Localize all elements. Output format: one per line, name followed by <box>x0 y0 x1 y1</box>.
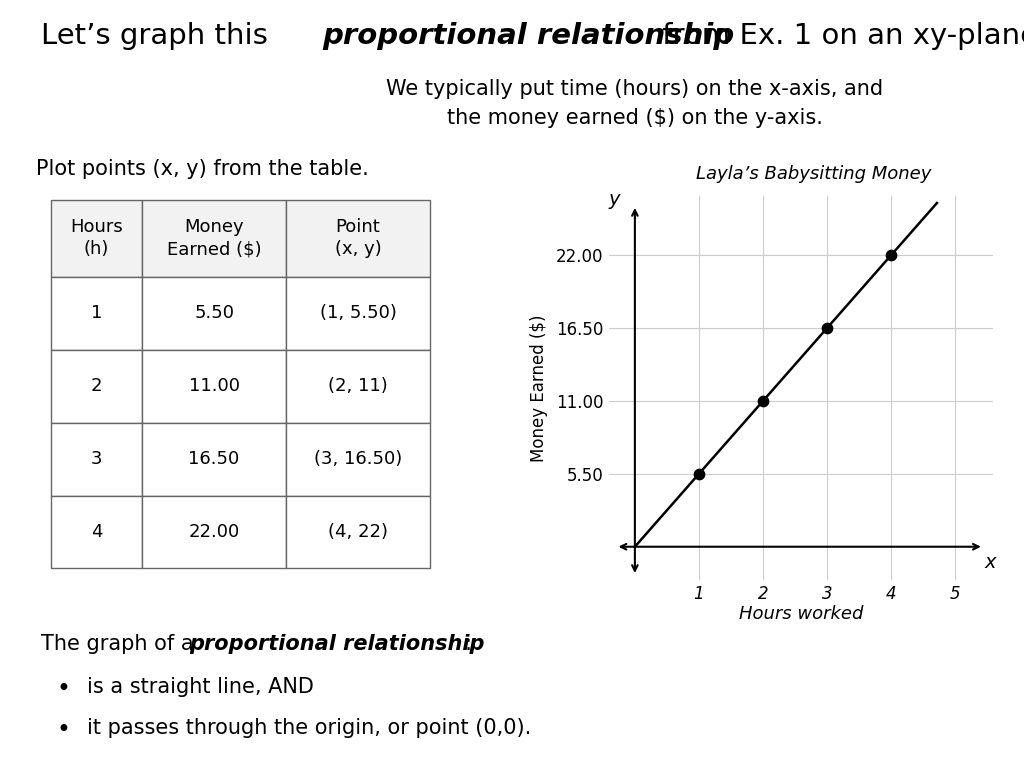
Bar <box>51 277 142 350</box>
Text: Money
Earned ($): Money Earned ($) <box>167 218 261 259</box>
Bar <box>51 422 142 495</box>
Text: •: • <box>56 677 71 701</box>
Point <box>883 250 899 262</box>
Text: y: y <box>608 190 621 210</box>
Bar <box>286 495 430 568</box>
Text: 5.50: 5.50 <box>195 304 234 323</box>
Point <box>819 322 836 334</box>
Bar <box>286 422 430 495</box>
Text: The graph of a: The graph of a <box>41 634 201 654</box>
Bar <box>142 422 286 495</box>
Bar <box>142 277 286 350</box>
Text: 22.00: 22.00 <box>188 523 240 541</box>
Text: Point
(x, y): Point (x, y) <box>335 218 382 259</box>
Text: 11.00: 11.00 <box>188 377 240 396</box>
Text: 3: 3 <box>91 450 102 468</box>
Bar <box>286 350 430 422</box>
Text: Plot points (x, y) from the table.: Plot points (x, y) from the table. <box>36 159 369 179</box>
Bar <box>142 200 286 277</box>
Bar <box>286 200 430 277</box>
Text: Layla’s Babysitting Money: Layla’s Babysitting Money <box>696 165 932 183</box>
Text: •: • <box>56 718 71 742</box>
Text: :: : <box>465 634 472 654</box>
Bar <box>51 350 142 422</box>
Text: (3, 16.50): (3, 16.50) <box>314 450 402 468</box>
Bar <box>142 350 286 422</box>
Y-axis label: Money Earned ($): Money Earned ($) <box>529 314 548 462</box>
Text: We typically put time (hours) on the x-axis, and
the money earned ($) on the y-a: We typically put time (hours) on the x-a… <box>386 79 884 128</box>
Point <box>690 468 707 480</box>
Text: proportional relationship: proportional relationship <box>189 634 485 654</box>
Text: proportional relationship: proportional relationship <box>323 22 735 50</box>
Text: 4: 4 <box>91 523 102 541</box>
Text: (2, 11): (2, 11) <box>329 377 388 396</box>
Text: (1, 5.50): (1, 5.50) <box>319 304 396 323</box>
Text: Hours
(h): Hours (h) <box>71 218 123 259</box>
Text: from Ex. 1 on an xy-plane.: from Ex. 1 on an xy-plane. <box>653 22 1024 50</box>
Point <box>755 395 771 407</box>
Text: Let’s graph this: Let’s graph this <box>41 22 278 50</box>
Text: Hours worked: Hours worked <box>738 605 863 623</box>
Text: is a straight line, AND: is a straight line, AND <box>87 677 314 697</box>
Bar <box>51 495 142 568</box>
Text: 2: 2 <box>91 377 102 396</box>
Bar <box>286 277 430 350</box>
Text: 16.50: 16.50 <box>188 450 240 468</box>
Bar <box>142 495 286 568</box>
Bar <box>51 200 142 277</box>
Text: it passes through the origin, or point (0,0).: it passes through the origin, or point (… <box>87 718 531 738</box>
Text: (4, 22): (4, 22) <box>328 523 388 541</box>
Text: 1: 1 <box>91 304 102 323</box>
Text: x: x <box>984 553 995 572</box>
